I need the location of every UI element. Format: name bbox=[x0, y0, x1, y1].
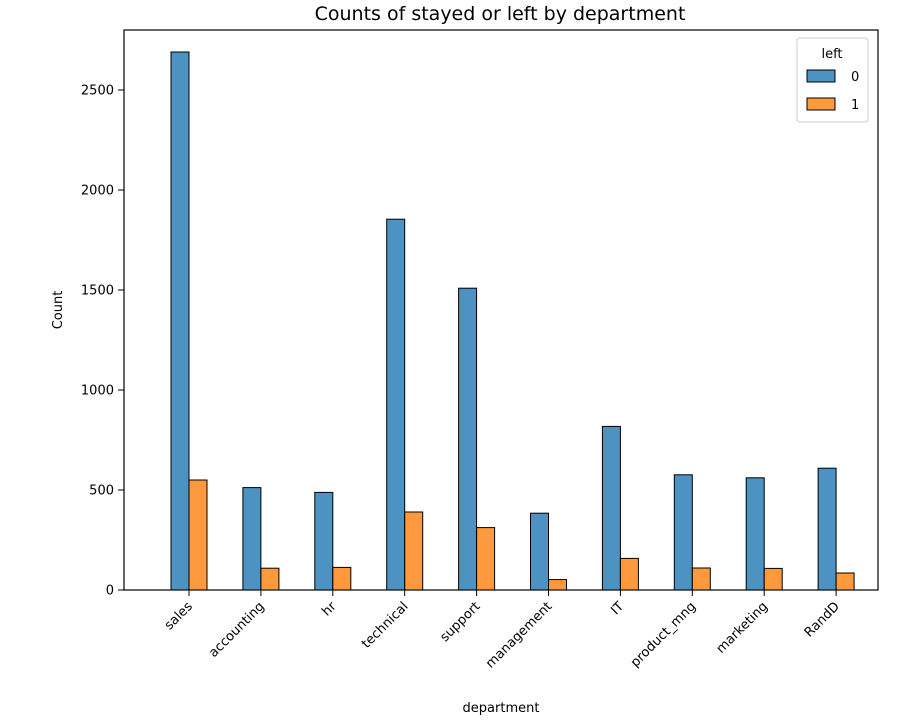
bar-1-support bbox=[476, 527, 496, 591]
legend-swatch-0 bbox=[806, 69, 836, 83]
x-tick-label: IT bbox=[608, 599, 627, 618]
bar-0-management bbox=[530, 512, 549, 591]
chart-title: Counts of stayed or left by department bbox=[315, 3, 686, 25]
bar-1-product_mng bbox=[691, 567, 711, 591]
bar-0-product_mng bbox=[673, 474, 693, 591]
bar-1-accounting bbox=[260, 567, 280, 591]
bar-1-management bbox=[548, 579, 567, 591]
x-tick-label: sales bbox=[162, 599, 196, 633]
x-axis: sales accounting hr technical support managem… bbox=[162, 590, 843, 671]
bar-1-marketing bbox=[763, 567, 783, 591]
bar-0-support bbox=[458, 287, 478, 591]
plot-area-border bbox=[123, 29, 879, 591]
x-axis-label: department bbox=[463, 701, 540, 716]
bar-1-technical bbox=[404, 511, 424, 591]
y-tick-label: 0 bbox=[106, 584, 114, 599]
y-tick-label: 500 bbox=[89, 484, 114, 499]
legend-label-1: 1 bbox=[851, 98, 859, 113]
bar-1-RandD bbox=[835, 572, 855, 591]
y-axis: 0 500 1000 1500 2000 2500 bbox=[81, 84, 124, 599]
x-tick-label: support bbox=[438, 599, 484, 645]
y-tick-label: 1000 bbox=[81, 384, 114, 399]
y-tick-label: 2500 bbox=[81, 84, 114, 99]
bars-layer bbox=[170, 51, 855, 591]
bar-0-IT bbox=[601, 425, 621, 591]
y-tick-label: 1500 bbox=[81, 284, 114, 299]
bar-0-sales bbox=[170, 51, 190, 591]
x-tick-label: management bbox=[483, 599, 555, 671]
x-tick-label: RandD bbox=[802, 599, 843, 640]
x-tick-label: accounting bbox=[206, 599, 267, 660]
x-tick-label: marketing bbox=[714, 599, 771, 656]
legend-swatch-1 bbox=[806, 97, 836, 111]
legend-title: left bbox=[821, 47, 842, 62]
bar-0-accounting bbox=[242, 487, 262, 591]
bar-1-hr bbox=[332, 566, 352, 591]
x-tick-label: product_mng bbox=[628, 599, 699, 670]
bar-0-hr bbox=[314, 491, 334, 591]
bar-0-marketing bbox=[745, 477, 765, 591]
legend: left 0 1 bbox=[796, 37, 869, 123]
y-tick-label: 2000 bbox=[81, 184, 114, 199]
x-tick-label: technical bbox=[359, 599, 411, 651]
bar-0-RandD bbox=[817, 467, 837, 591]
y-axis-label: Count bbox=[51, 291, 66, 330]
legend-label-0: 0 bbox=[851, 70, 859, 85]
bar-1-IT bbox=[619, 557, 639, 591]
x-tick-label: hr bbox=[319, 599, 340, 620]
bar-1-sales bbox=[188, 479, 208, 591]
bar-0-technical bbox=[386, 218, 406, 591]
